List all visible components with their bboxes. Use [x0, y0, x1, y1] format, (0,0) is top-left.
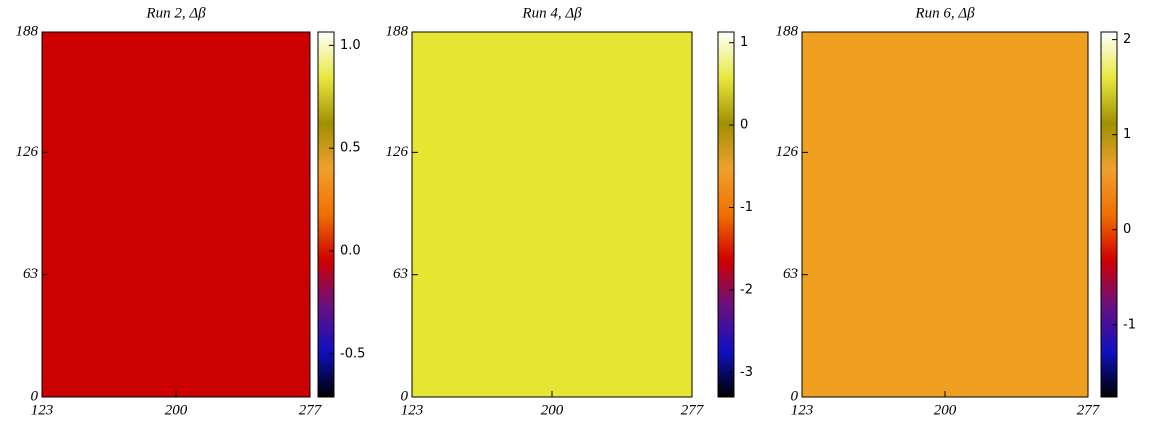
colorbar-tick-label: -1	[740, 200, 753, 215]
y-tick-label: 188	[16, 23, 39, 39]
x-tick-label: 200	[541, 402, 564, 418]
x-tick-label: 200	[165, 402, 188, 418]
y-tick-label: 188	[776, 23, 799, 39]
x-tick-label: 123	[401, 402, 424, 418]
colorbar-tick-label: -0.5	[340, 346, 365, 361]
colorbar-tick-label: -1	[1123, 317, 1136, 332]
heatmap-field	[42, 32, 310, 397]
y-tick-label: 126	[16, 144, 39, 160]
y-tick-label: 0	[791, 388, 799, 404]
colorbar-tick-label: 0.0	[340, 244, 361, 259]
colorbar-tick-label: 1.0	[340, 38, 361, 53]
x-tick-label: 277	[299, 402, 323, 418]
y-tick-label: 63	[783, 266, 798, 282]
y-tick-label: 63	[393, 266, 408, 282]
colorbar-tick-label: 2	[1123, 32, 1131, 47]
y-tick-label: 188	[386, 23, 409, 39]
y-tick-label: 0	[31, 388, 39, 404]
colorbar-tick-label: -3	[740, 365, 753, 380]
panel-title: Run 6, Δβ	[914, 5, 975, 21]
x-tick-label: 200	[934, 402, 957, 418]
panel-title: Run 2, Δβ	[145, 5, 206, 21]
panel-title: Run 4, Δβ	[521, 5, 582, 21]
heatmap-field	[802, 32, 1088, 397]
colorbar-tick-label: 0	[740, 118, 748, 133]
x-tick-label: 277	[1077, 402, 1101, 418]
x-tick-label: 123	[791, 402, 814, 418]
colorbar-tick-label: 1	[1123, 127, 1131, 142]
x-tick-label: 277	[681, 402, 705, 418]
y-tick-label: 126	[776, 144, 799, 160]
colorbar-tick-label: -2	[740, 282, 753, 297]
y-tick-label: 126	[386, 144, 409, 160]
y-tick-label: 63	[23, 266, 38, 282]
colorbar-tick-label: 0	[1123, 222, 1131, 237]
colorbar-tick-label: 0.5	[340, 141, 361, 156]
colorbar	[317, 31, 335, 398]
colorbar	[1100, 31, 1118, 398]
colorbar-tick-label: 1	[740, 35, 748, 50]
y-tick-label: 0	[401, 388, 409, 404]
colorbar	[717, 31, 735, 398]
heatmap-field	[412, 32, 692, 397]
x-tick-label: 123	[31, 402, 54, 418]
